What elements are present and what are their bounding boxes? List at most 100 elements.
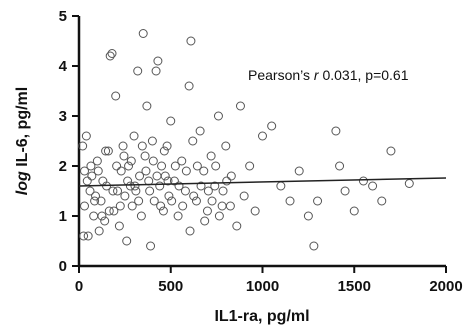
data-point <box>186 36 196 46</box>
data-point <box>173 211 183 221</box>
data-point <box>138 29 148 38</box>
data-point <box>169 176 179 186</box>
annotation-prefix: Pearson’s <box>248 67 314 83</box>
data-point <box>151 66 161 76</box>
data-point <box>149 196 159 206</box>
data-point <box>137 141 147 151</box>
data-point <box>142 101 152 111</box>
data-point <box>211 161 221 171</box>
data-point <box>104 206 114 216</box>
data-point <box>177 156 187 166</box>
data-point <box>349 206 359 216</box>
data-point <box>239 191 249 201</box>
data-point <box>210 181 220 191</box>
data-point <box>114 221 124 231</box>
correlation-annotation: Pearson’s r 0.031, p=0.61 <box>248 67 409 83</box>
data-point <box>83 231 93 241</box>
data-point <box>313 196 323 206</box>
data-point <box>92 156 102 166</box>
data-point <box>303 211 313 221</box>
data-point <box>78 141 88 151</box>
x-tick-label: 1000 <box>246 278 279 295</box>
data-point <box>158 206 168 216</box>
data-point <box>113 186 123 196</box>
data-point <box>134 196 144 206</box>
data-point <box>170 161 180 171</box>
data-point <box>148 156 158 166</box>
data-point <box>89 211 99 221</box>
y-tick-label: 3 <box>59 108 67 125</box>
data-point <box>108 186 118 196</box>
data-point <box>82 176 92 186</box>
data-point <box>294 166 304 176</box>
data-point <box>191 196 201 206</box>
data-point <box>107 49 117 58</box>
data-point <box>118 141 128 151</box>
data-point <box>79 231 89 241</box>
data-point <box>119 151 129 161</box>
data-point <box>276 181 286 191</box>
data-point <box>112 161 122 171</box>
data-point <box>87 171 97 181</box>
data-point <box>166 116 176 126</box>
data-points <box>78 29 414 251</box>
data-point <box>126 156 136 166</box>
y-ticks: 0 1 2 3 4 5 <box>59 8 79 275</box>
y-axis-title-suffix: IL-6, pg/ml <box>14 87 31 171</box>
data-point <box>111 91 121 101</box>
data-point <box>206 151 216 161</box>
x-tick-label: 2000 <box>429 278 462 295</box>
data-point <box>155 181 165 191</box>
data-point <box>335 161 345 171</box>
x-tick-label: 500 <box>158 278 183 295</box>
data-point <box>116 166 126 176</box>
data-point <box>185 226 195 236</box>
data-point <box>331 126 341 136</box>
data-point <box>368 181 378 191</box>
data-point <box>100 216 110 226</box>
data-point <box>136 211 146 221</box>
data-point <box>199 166 209 176</box>
y-axis-title-prefix: log <box>14 171 31 195</box>
data-point <box>358 176 368 186</box>
data-point <box>203 186 213 196</box>
y-tick-label: 4 <box>59 58 68 75</box>
y-tick-label: 2 <box>59 158 67 175</box>
axes <box>77 16 446 268</box>
data-point <box>127 201 137 211</box>
data-point <box>267 121 277 131</box>
data-point <box>192 161 202 171</box>
data-point <box>222 176 232 186</box>
data-point <box>377 196 387 206</box>
data-point <box>152 171 162 181</box>
data-point <box>91 191 101 201</box>
data-point <box>85 186 95 196</box>
data-point <box>80 201 90 211</box>
data-point <box>93 166 103 176</box>
data-point <box>200 216 210 226</box>
data-point <box>164 191 174 201</box>
regression-line <box>78 177 447 187</box>
data-point <box>131 186 141 196</box>
data-point <box>125 181 135 191</box>
data-point <box>221 141 231 151</box>
data-point <box>133 66 143 76</box>
data-point <box>189 191 199 201</box>
data-point <box>101 146 111 156</box>
data-point <box>124 161 134 171</box>
data-point <box>109 206 119 216</box>
data-point <box>145 186 155 196</box>
data-point <box>157 161 167 171</box>
data-point <box>141 166 151 176</box>
data-point <box>226 171 236 181</box>
data-point <box>258 131 267 141</box>
x-tick-label: 0 <box>75 278 83 295</box>
data-point <box>235 101 245 111</box>
annotation-r-symbol: r <box>314 67 320 83</box>
data-point <box>195 126 205 136</box>
data-point <box>140 151 150 161</box>
data-point <box>285 196 295 206</box>
data-point <box>156 201 166 211</box>
data-point <box>159 146 169 156</box>
data-point <box>147 136 157 146</box>
